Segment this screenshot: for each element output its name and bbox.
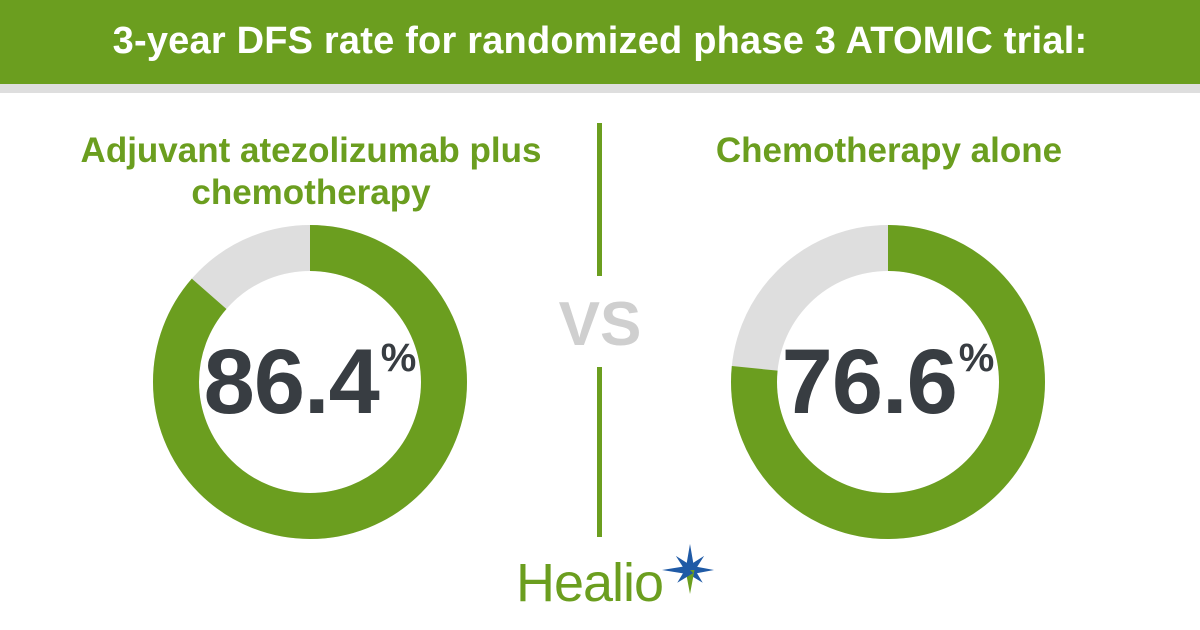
- donut-value-number-left: 86.4: [203, 331, 380, 433]
- left-panel-label: Adjuvant atezolizumab plus chemotherapy: [80, 131, 542, 212]
- right-panel-label: Chemotherapy alone: [715, 131, 1063, 170]
- donut-value-number-right: 76.6: [781, 331, 958, 433]
- divider-bottom: [597, 367, 602, 537]
- star-ray: [662, 565, 690, 575]
- header-rule: [0, 84, 1200, 93]
- page-title: 3-year DFS rate for randomized phase 3 A…: [112, 19, 1088, 62]
- header-banner: 3-year DFS rate for randomized phase 3 A…: [0, 0, 1200, 84]
- donut-value-left: 86.4 %: [148, 220, 472, 544]
- donut-arc-right: [731, 225, 1045, 539]
- logo-text: Healio: [516, 553, 664, 613]
- star-ray: [675, 555, 694, 574]
- donut-value-unit-right: %: [958, 336, 995, 380]
- donut-svg-right: [731, 225, 1045, 539]
- donut-value-unit-left: %: [380, 336, 417, 380]
- divider-top: [597, 123, 602, 276]
- donut-chart-left: 86.4 %: [148, 220, 472, 544]
- donut-arc-left: [153, 225, 467, 539]
- vs-label: VS: [558, 290, 642, 359]
- donut-value-right: 76.6 %: [726, 220, 1050, 544]
- healio-star-icon: [662, 544, 714, 594]
- donut-svg-left: [153, 225, 467, 539]
- healio-logo: Healio: [516, 540, 726, 620]
- donut-chart-right: 76.6 %: [726, 220, 1050, 544]
